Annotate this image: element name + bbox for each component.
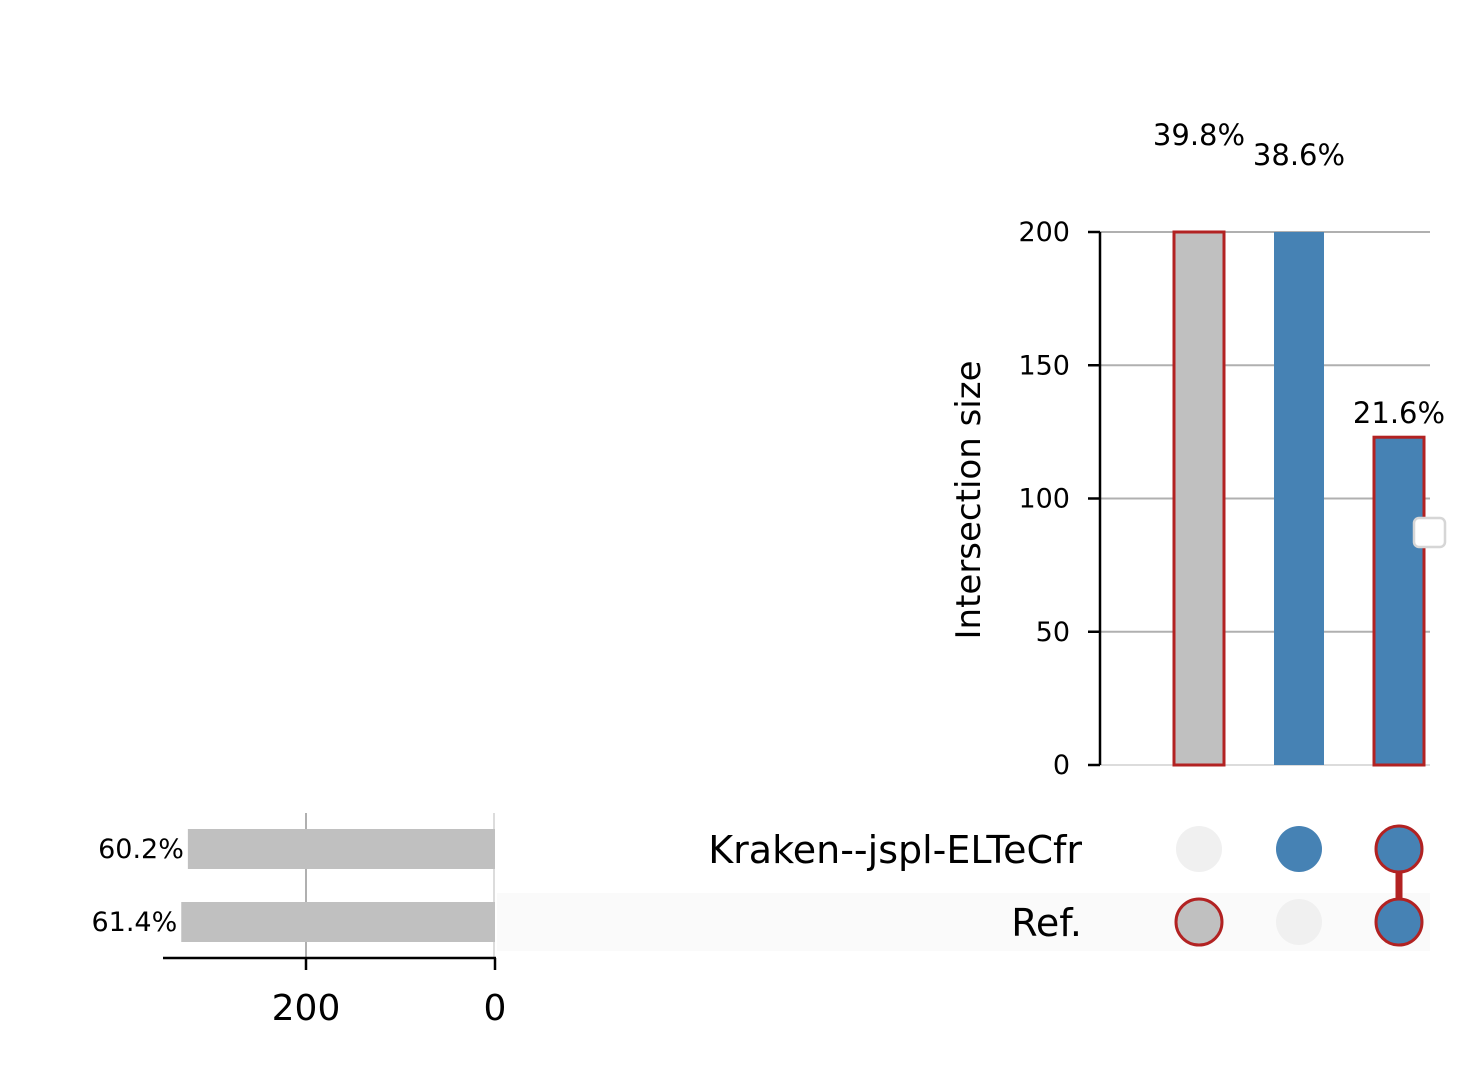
intersection-bar (1372, 435, 1426, 767)
set-size-bar-label: 60.2% (98, 834, 184, 865)
set-size-bar-label: 61.4% (91, 907, 177, 938)
matrix-row-label: Kraken--jspl-ELTeCfr (708, 828, 1082, 872)
intersection-bar-label: 39.8% (1153, 118, 1245, 152)
intersection-y-ticks: 0 50 100 150 200 (1018, 217, 1100, 781)
matrix-dot-active (1276, 826, 1322, 872)
matrix-dot-inactive (1276, 899, 1322, 945)
y-tick-label: 150 (1018, 350, 1070, 381)
y-tick-label: 50 (1036, 617, 1070, 648)
matrix-row-label: Ref. (1011, 901, 1082, 945)
y-tick-label: 200 (1018, 217, 1070, 248)
intersection-bar (1172, 230, 1226, 767)
set-size-panel: 60.2% 61.4% 200 0 (91, 813, 506, 1029)
intersection-bar-label: 38.6% (1253, 138, 1345, 172)
membership-matrix: Kraken--jspl-ELTeCfr Ref. (708, 824, 1424, 947)
x-tick-label: 200 (272, 988, 341, 1029)
intersection-bar (1274, 232, 1324, 765)
intersection-bar-label: 21.6% (1353, 396, 1445, 430)
set-size-bar (181, 902, 495, 942)
set-size-bar (187, 829, 495, 869)
matrix-dot-active (1174, 897, 1224, 947)
y-tick-label: 0 (1053, 750, 1070, 781)
legend-box (1412, 516, 1447, 549)
intersection-y-axis-label: Intersection size (949, 361, 989, 640)
matrix-dot-inactive (1176, 826, 1222, 872)
matrix-dot-active (1374, 897, 1424, 947)
y-tick-label: 100 (1018, 484, 1070, 515)
x-tick-label: 0 (484, 988, 507, 1029)
matrix-row-stripe (497, 893, 1430, 951)
matrix-dot-active (1374, 824, 1424, 874)
intersection-bars: 39.8%38.6% 21.6% (1153, 118, 1445, 767)
